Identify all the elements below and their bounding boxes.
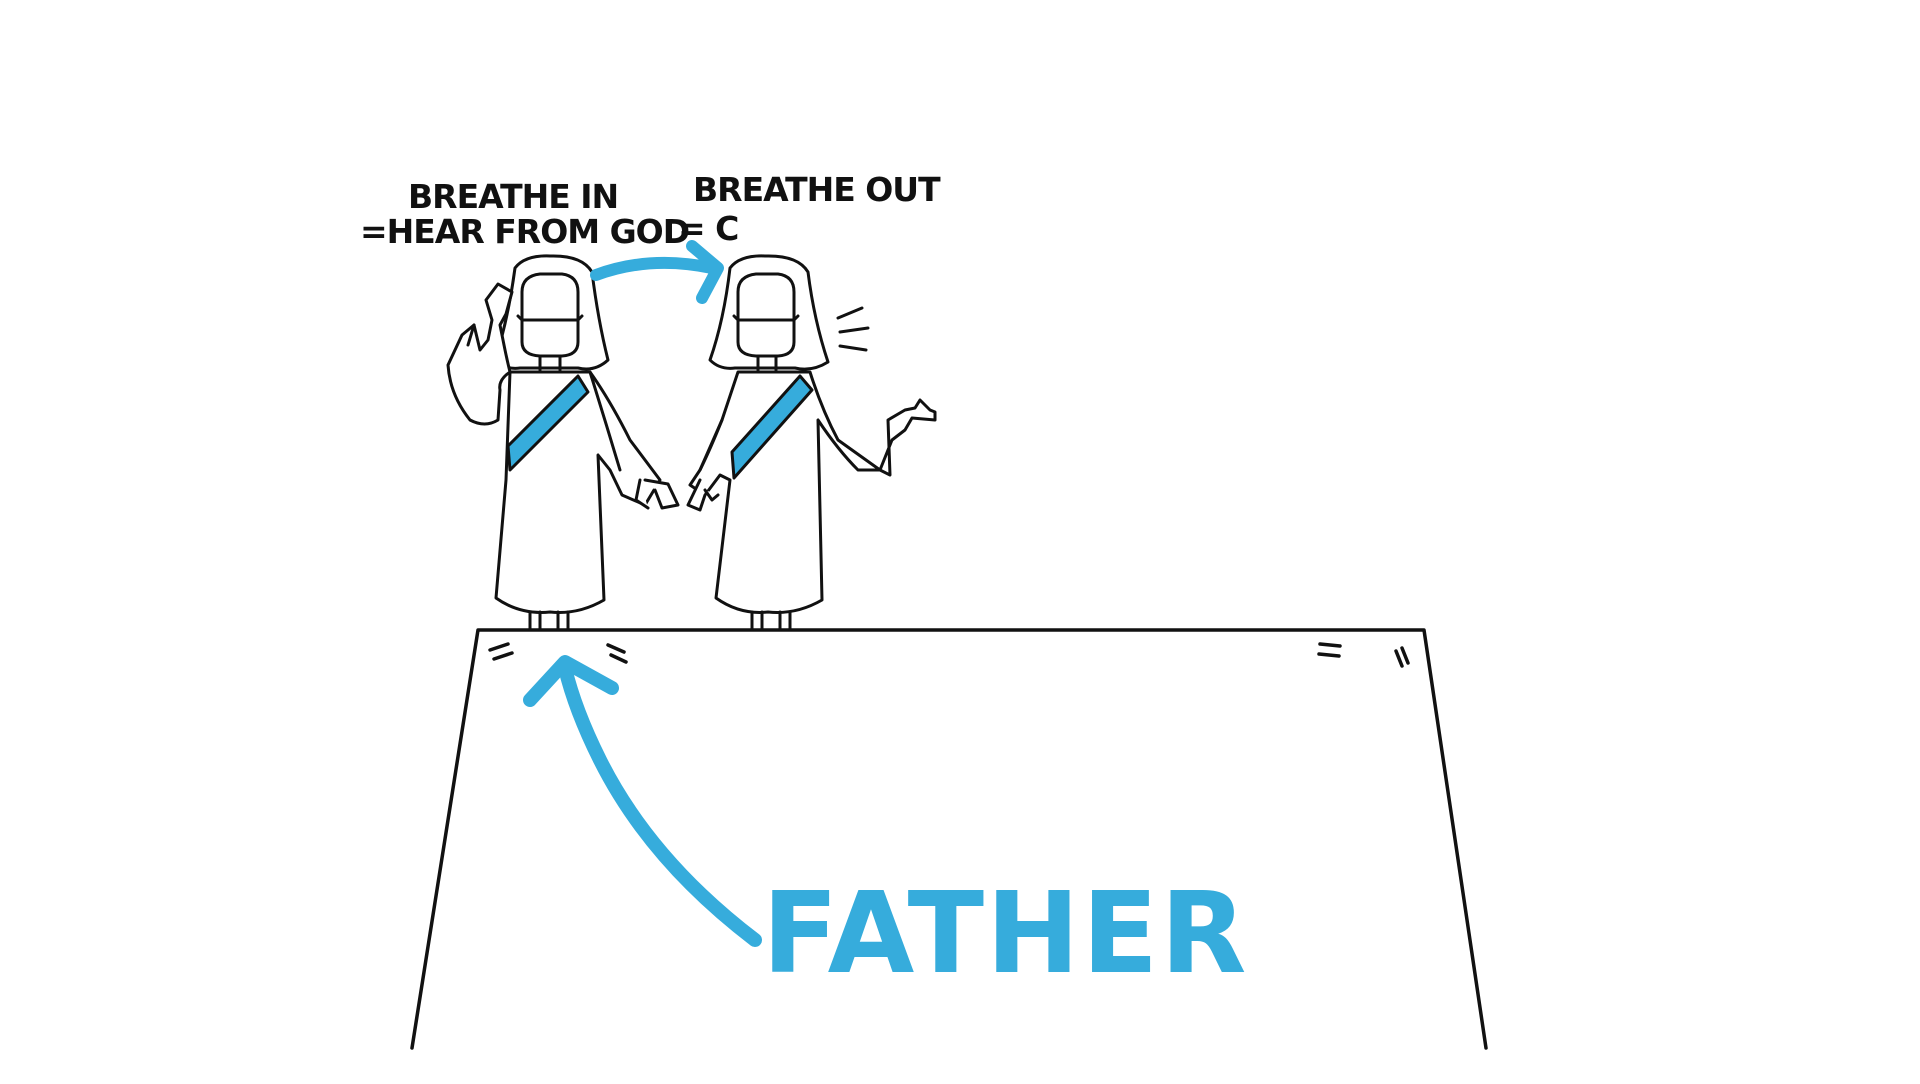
curved-arrow-up-icon [523, 655, 762, 947]
robed-figure-listening-icon [446, 254, 680, 632]
hear-from-god-label: =HEAR FROM GOD [360, 212, 690, 251]
breathe-out-label: BREATHE OUT [693, 170, 941, 209]
breathe-out-subtext: = C [678, 209, 739, 248]
sash-left [506, 374, 590, 472]
robed-figure-speaking-icon [686, 254, 937, 632]
father-label: FATHER [762, 869, 1249, 999]
breathe-in-label: BREATHE IN [408, 177, 619, 216]
platform-outline [410, 628, 1488, 1050]
curved-arrow-right-icon [590, 240, 724, 304]
sash-right [730, 374, 814, 480]
